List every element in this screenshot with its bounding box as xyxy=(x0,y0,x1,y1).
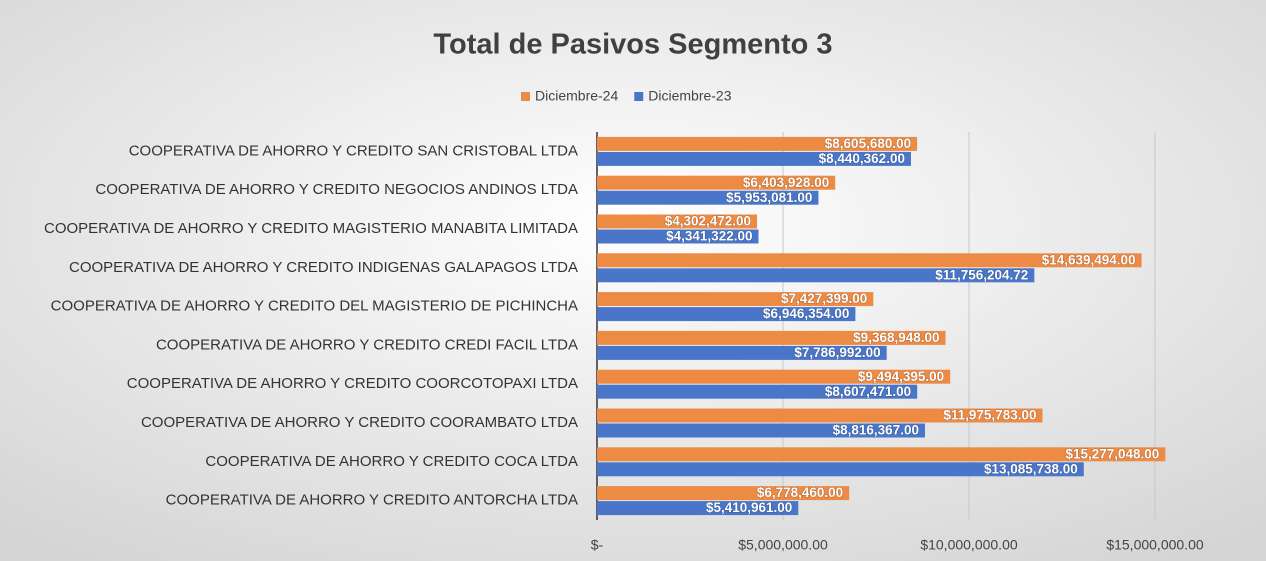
data-label: $11,756,204.72 xyxy=(935,267,1028,282)
legend-swatch xyxy=(521,92,530,101)
data-label: $9,368,948.00 xyxy=(853,330,939,345)
y-tick-label: COOPERATIVA DE AHORRO Y CREDITO COORCOTO… xyxy=(127,375,578,392)
bar xyxy=(597,345,887,360)
bar xyxy=(597,369,951,384)
chart-title: Total de Pasivos Segmento 3 xyxy=(433,29,832,61)
data-label: $7,786,992.00 xyxy=(794,345,880,360)
data-label: $5,953,081.00 xyxy=(726,190,812,205)
data-label: $8,605,680.00 xyxy=(825,136,911,151)
data-label: $7,427,399.00 xyxy=(781,291,867,306)
y-tick-label: COOPERATIVA DE AHORRO Y CREDITO DEL MAGI… xyxy=(51,298,578,315)
bar xyxy=(597,384,918,399)
data-label: $8,440,362.00 xyxy=(819,151,905,166)
bar xyxy=(597,229,759,244)
data-label: $11,975,783.00 xyxy=(943,408,1036,423)
data-label: $6,946,354.00 xyxy=(763,306,849,321)
x-tick-label: $- xyxy=(591,537,604,553)
bar xyxy=(597,268,1035,283)
x-tick-label: $10,000,000.00 xyxy=(920,537,1018,553)
bar xyxy=(597,136,918,151)
x-tick-label: $15,000,000.00 xyxy=(1106,537,1204,553)
bar xyxy=(597,292,874,307)
bar xyxy=(597,462,1084,477)
bar xyxy=(597,175,836,190)
bar xyxy=(597,151,911,166)
legend-swatch xyxy=(634,92,644,101)
bar xyxy=(597,447,1166,462)
data-label: $9,494,395.00 xyxy=(858,369,944,384)
y-tick-label: COOPERATIVA DE AHORRO Y CREDITO NEGOCIOS… xyxy=(95,181,578,198)
legend-label: Diciembre-24 xyxy=(535,88,618,104)
y-tick-label: COOPERATIVA DE AHORRO Y CREDITO SAN CRIS… xyxy=(129,142,578,159)
data-label: $4,341,322.00 xyxy=(666,229,752,244)
bar xyxy=(597,214,758,229)
bar xyxy=(597,486,850,501)
data-label: $5,410,961.00 xyxy=(706,500,792,515)
data-label: $8,607,471.00 xyxy=(825,384,911,399)
data-label: $14,639,494.00 xyxy=(1042,252,1136,267)
y-tick-label: COOPERATIVA DE AHORRO Y CREDITO ANTORCHA… xyxy=(166,492,578,509)
bar xyxy=(597,408,1043,423)
y-tick-label: COOPERATIVA DE AHORRO Y CREDITO COCA LTD… xyxy=(205,453,578,470)
bar xyxy=(597,423,925,438)
data-label: $15,277,048.00 xyxy=(1065,446,1159,461)
y-tick-label: COOPERATIVA DE AHORRO Y CREDITO INDIGENA… xyxy=(69,259,578,276)
data-label: $6,403,928.00 xyxy=(743,175,829,190)
data-label: $13,085,738.00 xyxy=(984,461,1078,476)
y-tick-label: COOPERATIVA DE AHORRO Y CREDITO COORAMBA… xyxy=(141,414,578,431)
bar xyxy=(597,501,799,516)
bar xyxy=(597,190,819,205)
data-label: $6,778,460.00 xyxy=(757,485,843,500)
legend-label: Diciembre-23 xyxy=(648,88,731,104)
bar xyxy=(597,307,856,322)
bar xyxy=(597,253,1142,268)
data-label: $8,816,367.00 xyxy=(833,423,919,438)
x-tick-label: $5,000,000.00 xyxy=(738,537,828,553)
data-label: $4,302,472.00 xyxy=(665,214,751,229)
y-tick-label: COOPERATIVA DE AHORRO Y CREDITO CREDI FA… xyxy=(156,336,578,353)
bar xyxy=(597,330,946,345)
y-tick-label: COOPERATIVA DE AHORRO Y CREDITO MAGISTER… xyxy=(44,220,578,237)
